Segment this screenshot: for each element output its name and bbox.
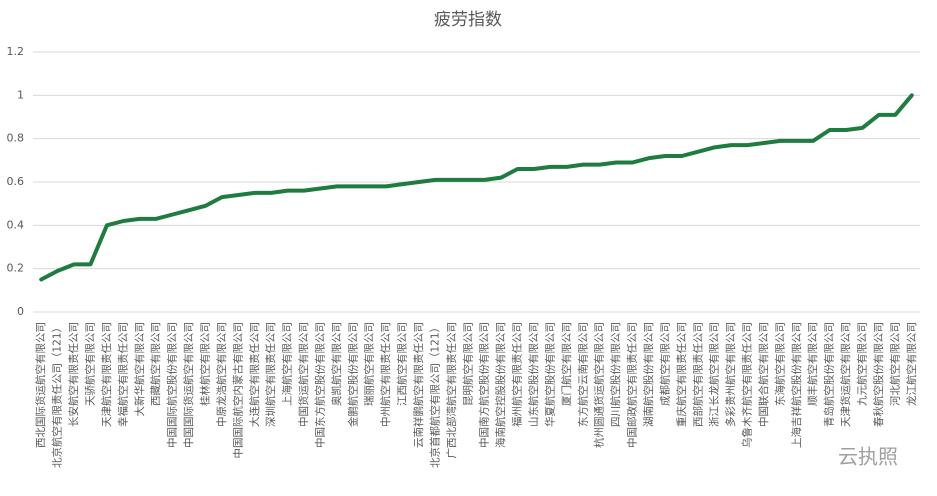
x-tick-label: 中国联合航空有限公司	[757, 322, 770, 427]
x-tick-label: 河北航空有限公司	[888, 322, 901, 406]
x-tick-label: 中国国际航空内蒙古有限公司	[231, 322, 244, 459]
chart-title: 疲劳指数	[434, 10, 502, 30]
x-tick-label: 重庆航空有限责任公司	[675, 322, 688, 427]
x-tick-label: 四川航空股份有限公司	[609, 322, 622, 427]
x-tick-label: 中国货运航空有限公司	[297, 322, 310, 427]
x-tick-label: 长安航空有限责任公司	[67, 322, 80, 427]
y-tick-label: 0	[17, 305, 24, 318]
x-tick-label: 中原龙浩航空有限公司	[215, 322, 228, 427]
x-tick-label: 昆明航空有限公司	[461, 322, 474, 406]
y-tick-label: 0.6	[7, 175, 25, 188]
x-tick-label: 中国国际货运航空有限公司	[182, 322, 195, 448]
x-tick-label: 江西航空有限公司	[396, 322, 409, 406]
x-tick-label: 海南航空控股股份有限公司	[494, 322, 507, 448]
x-tick-label: 广西北部湾航空有限责任公司	[445, 322, 458, 459]
y-tick-label: 1	[17, 88, 24, 101]
x-tick-label: 中国东方航空股份有限公司	[313, 322, 326, 448]
y-tick-label: 0.2	[7, 262, 25, 275]
x-tick-label: 北京航空有限责任公司（121）	[51, 322, 64, 468]
x-tick-label: 中州航空有限责任公司	[379, 322, 392, 427]
x-tick-label: 龙江航空有限公司	[905, 322, 918, 406]
x-tick-label: 乌鲁木齐航空有限责任公司	[741, 322, 754, 448]
x-tick-label: 北京首都航空有限公司（121）	[428, 322, 441, 468]
x-tick-label: 天骄航空有限公司	[83, 322, 96, 406]
x-tick-label: 上海吉祥航空股份有限公司	[790, 322, 803, 448]
x-tick-label: 福州航空有限责任公司	[511, 322, 524, 427]
y-tick-label: 1.2	[7, 45, 25, 58]
x-tick-label: 多彩贵州航空有限公司	[724, 322, 737, 427]
x-tick-label: 桂林航空有限公司	[198, 322, 211, 406]
y-tick-label: 0.8	[7, 132, 25, 145]
x-tick-label: 奥凯航空有限公司	[330, 322, 343, 406]
x-tick-label: 上海航空有限公司	[281, 322, 294, 406]
x-tick-label: 天津航空有限责任公司	[100, 322, 113, 427]
x-tick-label: 东海航空有限公司	[773, 322, 786, 406]
x-tick-label: 大连航空有限责任公司	[248, 322, 261, 427]
x-tick-label: 中国国际航空股份有限公司	[166, 322, 179, 448]
data-line	[39, 93, 914, 282]
x-tick-label: 山东航空股份有限公司	[527, 322, 540, 427]
x-tick-label: 西藏航空有限公司	[149, 322, 162, 406]
x-tick-label: 西北国际货运航空有限公司	[34, 322, 47, 448]
x-tick-label: 金鹏航空股份有限公司	[346, 322, 359, 427]
watermark: 云执照	[838, 445, 898, 469]
x-tick-label: 云南祥鹏航空有限责任公司	[412, 322, 425, 448]
x-tick-label: 顺丰航空有限公司	[806, 322, 819, 406]
x-tick-label: 浙江长龙航空有限公司	[708, 322, 721, 427]
x-tick-label: 西部航空有限责任公司	[691, 322, 704, 427]
x-tick-label: 瑞丽航空有限公司	[363, 322, 376, 406]
x-tick-label: 湖南航空股份有限公司	[642, 322, 655, 427]
x-tick-label: 幸福航空有限责任公司	[116, 322, 129, 427]
y-tick-label: 0.4	[7, 218, 25, 231]
x-tick-label: 天津货运航空有限公司	[839, 322, 852, 427]
x-tick-label: 深圳航空有限责任公司	[264, 322, 277, 427]
x-tick-label: 青岛航空股份有限公司	[823, 322, 836, 427]
x-tick-label: 大新华航空有限公司	[133, 322, 146, 417]
x-tick-label: 东方航空云南有限公司	[576, 322, 589, 427]
x-tick-label: 九元航空有限公司	[856, 322, 869, 406]
x-tick-label: 中国南方航空股份有限公司	[478, 322, 491, 448]
x-tick-label: 厦门航空有限公司	[560, 322, 573, 406]
x-tick-label: 中国邮政航空有限责任公司	[626, 322, 639, 448]
x-tick-label: 春秋航空股份有限公司	[872, 322, 885, 427]
x-tick-label: 成都航空有限公司	[658, 322, 671, 406]
x-tick-label: 杭州圆通货运航空有限公司	[593, 322, 606, 448]
x-tick-label: 华夏航空股份有限公司	[543, 322, 556, 427]
